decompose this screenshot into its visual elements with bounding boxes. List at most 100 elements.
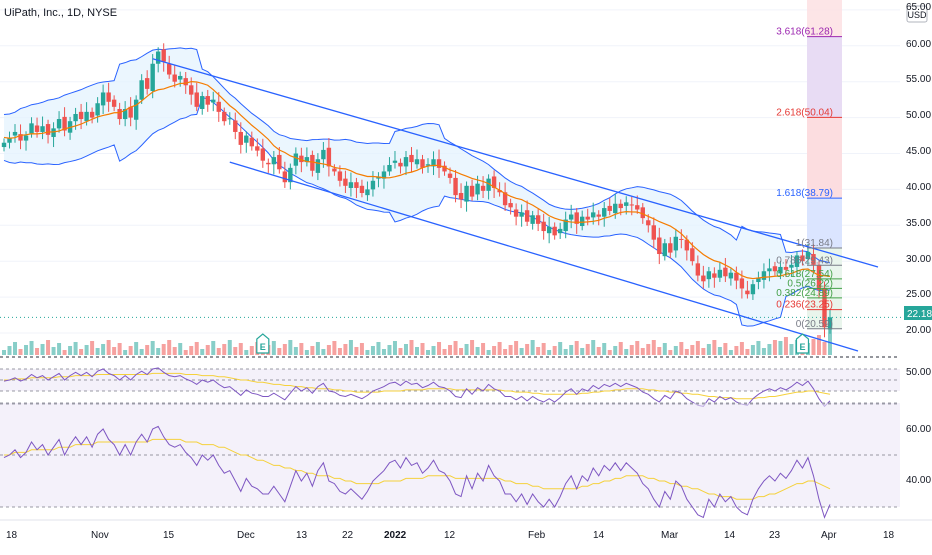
candle-body[interactable] — [183, 78, 188, 86]
candle-body[interactable] — [34, 125, 40, 132]
candle-body[interactable] — [701, 275, 706, 282]
candle-body[interactable] — [414, 159, 420, 165]
candle-body[interactable] — [12, 131, 18, 136]
channel-upper-line[interactable] — [152, 58, 879, 268]
candle-body[interactable] — [651, 225, 656, 240]
candle-body[interactable] — [591, 212, 596, 218]
candle-body[interactable] — [794, 255, 800, 267]
candle-body[interactable] — [18, 134, 23, 141]
candle-body[interactable] — [343, 178, 348, 186]
candle-body[interactable] — [249, 137, 254, 147]
candle-body[interactable] — [244, 135, 249, 143]
candle-body[interactable] — [580, 216, 585, 227]
candle-body[interactable] — [557, 228, 563, 234]
candle-body[interactable] — [216, 101, 221, 112]
candle-body[interactable] — [513, 209, 519, 217]
candle-body[interactable] — [332, 168, 337, 172]
candle-body[interactable] — [811, 254, 816, 265]
candle-body[interactable] — [420, 159, 425, 168]
candle-body[interactable] — [403, 157, 409, 167]
candle-body[interactable] — [668, 243, 673, 253]
candle-body[interactable] — [552, 226, 557, 236]
candle-body[interactable] — [706, 271, 712, 280]
candle-body[interactable] — [491, 176, 497, 188]
candle-body[interactable] — [56, 119, 62, 129]
candle-body[interactable] — [816, 264, 822, 290]
candle-body[interactable] — [398, 162, 403, 167]
candle-body[interactable] — [734, 272, 739, 281]
candle-body[interactable] — [640, 207, 645, 219]
candle-body[interactable] — [304, 157, 310, 163]
candle-body[interactable] — [508, 203, 513, 208]
candle-body[interactable] — [122, 108, 128, 120]
candle-body[interactable] — [568, 214, 574, 220]
candle-body[interactable] — [194, 92, 199, 107]
candle-body[interactable] — [690, 248, 695, 262]
candle-body[interactable] — [282, 171, 288, 183]
candle-body[interactable] — [29, 123, 34, 134]
candle-body[interactable] — [767, 268, 772, 272]
candle-body[interactable] — [480, 185, 486, 191]
candle-body[interactable] — [712, 273, 717, 278]
candle-body[interactable] — [772, 266, 778, 272]
candle-body[interactable] — [354, 182, 359, 188]
candle-body[interactable] — [585, 216, 590, 220]
candle-body[interactable] — [723, 267, 728, 277]
currency-badge[interactable]: USD — [906, 5, 928, 23]
candle-body[interactable] — [662, 243, 667, 257]
candle-body[interactable] — [574, 212, 579, 224]
candle-body[interactable] — [486, 178, 491, 191]
candle-body[interactable] — [381, 171, 387, 179]
candle-body[interactable] — [822, 287, 827, 328]
candle-body[interactable] — [657, 237, 662, 255]
candle-body[interactable] — [23, 135, 29, 141]
candle-body[interactable] — [167, 63, 172, 75]
candle-body[interactable] — [425, 164, 431, 166]
candle-body[interactable] — [502, 192, 508, 206]
candle-body[interactable] — [111, 99, 117, 107]
candle-body[interactable] — [387, 164, 392, 172]
time-axis[interactable]: 18 Nov 15 Dec 13 22 2022 12 Feb 14 Mar 1… — [6, 530, 895, 541]
candle-body[interactable] — [73, 114, 78, 122]
candle-body[interactable] — [629, 204, 634, 206]
candle-body[interactable] — [271, 157, 277, 165]
candle-body[interactable] — [222, 111, 227, 122]
earnings-marker[interactable]: E — [795, 333, 810, 354]
candle-body[interactable] — [783, 266, 789, 270]
candle-body[interactable] — [684, 239, 690, 251]
candle-body[interactable] — [541, 221, 546, 232]
candle-body[interactable] — [144, 78, 150, 89]
candle-body[interactable] — [310, 154, 315, 171]
candle-body[interactable] — [602, 208, 607, 217]
candle-body[interactable] — [1, 142, 7, 148]
candle-body[interactable] — [117, 108, 122, 120]
candle-body[interactable] — [717, 269, 723, 278]
candle-body[interactable] — [189, 85, 194, 95]
candle-body[interactable] — [150, 63, 155, 92]
candle-body[interactable] — [524, 210, 530, 222]
candle-body[interactable] — [800, 255, 805, 262]
candle-body[interactable] — [178, 75, 183, 80]
candle-body[interactable] — [596, 214, 601, 217]
candle-body[interactable] — [7, 137, 12, 143]
trend-channel[interactable] — [152, 58, 879, 352]
candle-body[interactable] — [789, 264, 794, 268]
candle-body[interactable] — [155, 51, 161, 64]
candle-body[interactable] — [563, 219, 568, 232]
candle-body[interactable] — [255, 146, 260, 151]
candle-body[interactable] — [205, 96, 210, 105]
candle-body[interactable] — [370, 180, 376, 190]
candle-body[interactable] — [139, 80, 144, 100]
candle-body[interactable] — [100, 92, 106, 106]
candle-body[interactable] — [436, 159, 442, 168]
candle-body[interactable] — [447, 173, 453, 178]
candle-body[interactable] — [238, 131, 243, 145]
candle-body[interactable] — [546, 226, 552, 234]
price-axis[interactable]: 65.00 60.00 55.00 50.00 45.00 40.00 35.0… — [906, 2, 931, 336]
candle-body[interactable] — [464, 185, 469, 202]
candle-body[interactable] — [695, 263, 701, 276]
candle-body[interactable] — [227, 118, 232, 120]
